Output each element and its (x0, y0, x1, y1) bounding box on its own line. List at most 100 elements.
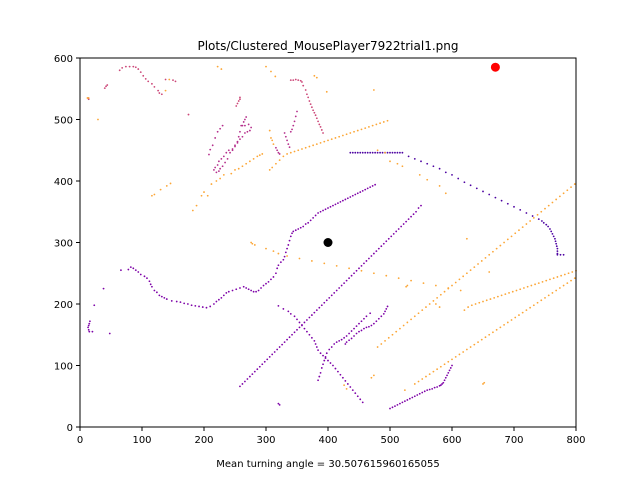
scatter-point (377, 317, 380, 320)
scatter-point (337, 202, 339, 205)
scatter-point (320, 304, 323, 307)
scatter-point (523, 287, 525, 289)
scatter-point (482, 190, 484, 193)
scatter-point (317, 349, 319, 352)
scatter-point (332, 204, 334, 207)
scatter-point (329, 362, 332, 364)
scatter-point (265, 247, 267, 250)
scatter-point (474, 303, 477, 305)
scatter-point (288, 239, 291, 242)
scatter-point (315, 346, 318, 348)
scatter-point (376, 151, 379, 154)
scatter-point (270, 137, 272, 139)
scatter-point (268, 169, 271, 171)
scatter-point (250, 289, 253, 292)
scatter-point (241, 165, 244, 168)
scatter-point (298, 257, 301, 260)
scatter-point (380, 245, 383, 248)
scatter-point (201, 306, 204, 308)
scatter-point (296, 318, 298, 321)
scatter-point (237, 167, 240, 170)
scatter-point (132, 65, 135, 68)
scatter-point (451, 284, 453, 287)
scatter-point (448, 369, 451, 372)
scatter-point (494, 196, 497, 199)
scatter-point (399, 151, 401, 154)
scatter-point (315, 309, 318, 312)
scatter-point (221, 165, 224, 168)
marker-points (323, 62, 500, 247)
scatter-point (250, 241, 253, 244)
scatter-point (276, 267, 279, 270)
scatter-point (356, 192, 359, 195)
scatter-point (382, 121, 385, 123)
scatter-point (283, 341, 286, 344)
scatter-point (457, 177, 460, 180)
scatter-point (304, 146, 307, 149)
scatter-point (239, 96, 241, 99)
scatter-point (261, 153, 264, 155)
scatter-point (556, 276, 559, 278)
scatter-point (350, 337, 353, 340)
scatter-point (554, 237, 556, 240)
scatter-point (267, 280, 270, 283)
scatter-point (275, 146, 277, 149)
scatter-point (303, 321, 306, 324)
scatter-point (302, 84, 305, 87)
x-tick-label: 200 (194, 435, 213, 446)
scatter-point (286, 153, 288, 155)
scatter-point (349, 196, 352, 198)
scatter-point (234, 144, 236, 147)
scatter-point (304, 223, 307, 225)
scatter-point (255, 290, 257, 293)
scatter-point (542, 221, 545, 224)
scatter-point (510, 235, 513, 238)
scatter-point (225, 292, 228, 294)
scatter-point (426, 389, 429, 391)
scatter-point (462, 351, 465, 353)
scatter-point (319, 125, 322, 128)
scatter-point (444, 171, 447, 174)
scatter-point (312, 144, 315, 147)
scatter-point (327, 359, 329, 362)
scatter-point (485, 299, 488, 302)
scatter-point (442, 381, 445, 384)
scatter-point (268, 355, 271, 358)
scatter-point (327, 207, 329, 209)
scatter-point (304, 89, 307, 91)
scatter-point (551, 201, 554, 204)
scatter-point (555, 289, 558, 292)
scatter-point (397, 277, 400, 280)
scatter-point (319, 352, 322, 355)
x-axis-label: Mean turning angle = 30.507615960165055 (216, 459, 439, 470)
scatter-point (428, 388, 431, 391)
scatter-point (170, 300, 173, 302)
scatter-point (278, 403, 281, 406)
scatter-point (174, 80, 177, 83)
scatter-point (355, 269, 358, 272)
y-tick-label: 200 (54, 300, 73, 311)
scatter-point (418, 173, 421, 176)
scatter-point (160, 93, 163, 96)
scatter-point (239, 138, 241, 141)
scatter-point (215, 171, 218, 174)
scatter-point (345, 387, 348, 390)
scatter-point (318, 375, 321, 378)
scatter-point (307, 221, 310, 224)
scatter-point (187, 113, 190, 116)
scatter-point (198, 305, 200, 308)
scatter-point (348, 277, 350, 280)
scatter-point (257, 289, 260, 292)
scatter-point (394, 151, 396, 154)
scatter-point (227, 290, 230, 293)
scatter-point (325, 352, 328, 355)
scatter-point (355, 332, 358, 335)
scatter-point (292, 124, 295, 127)
scatter-point (359, 398, 362, 401)
scatter-point (118, 69, 121, 72)
scatter-point (272, 143, 275, 146)
scatter-point (515, 289, 518, 292)
scatter-point (356, 151, 359, 154)
scatter-point (87, 328, 90, 331)
